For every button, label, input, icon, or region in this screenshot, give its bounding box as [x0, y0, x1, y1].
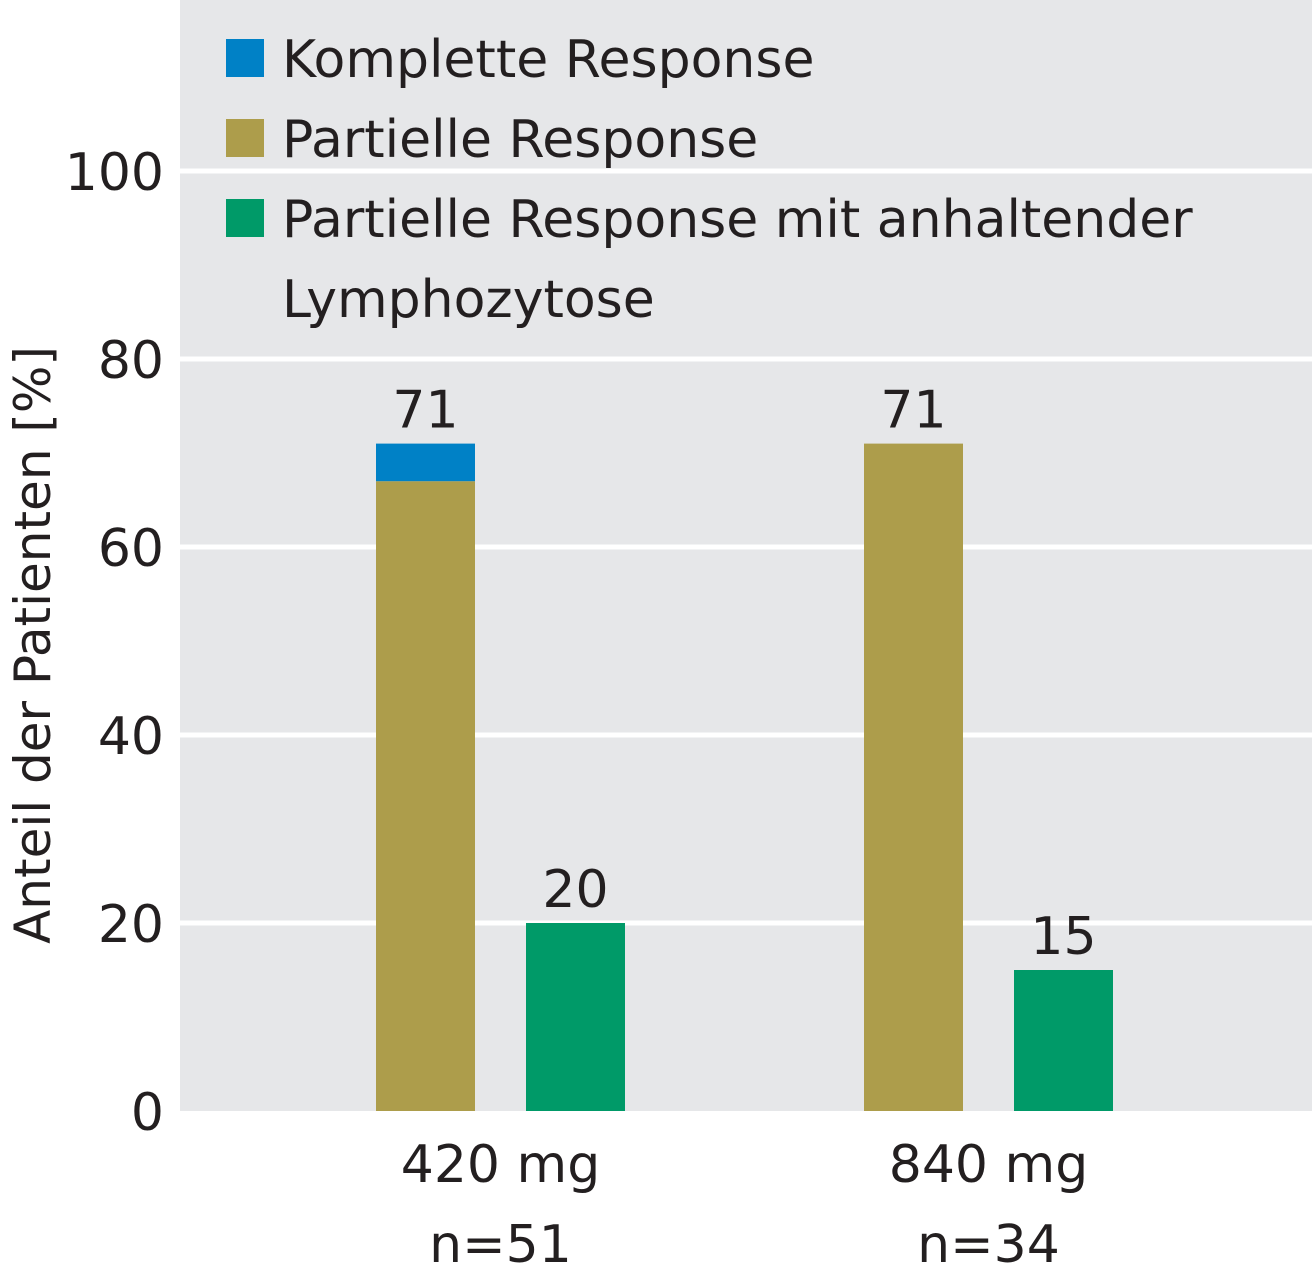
y-tick-label-80: 80: [98, 331, 164, 391]
bars: [376, 443, 1113, 1112]
bar-lymphozytose-1: [1014, 970, 1113, 1111]
y-tick-label-60: 60: [98, 519, 164, 579]
legend-item: Partielle Response: [226, 110, 758, 170]
legend-item: Komplette Response: [226, 30, 814, 90]
x-category-label: 840 mg: [889, 1135, 1088, 1195]
x-category-label: 420 mg: [401, 1135, 600, 1195]
legend-swatch: [226, 199, 264, 237]
x-category-sublabel: n=51: [429, 1215, 572, 1267]
x-category-sublabel: n=34: [917, 1215, 1060, 1267]
bar-value-label: 15: [1030, 907, 1096, 967]
bar-value-label: 71: [880, 381, 946, 441]
legend-label: Partielle Response: [282, 110, 758, 170]
legend-swatch: [226, 39, 264, 77]
legend-label: Komplette Response: [282, 30, 814, 90]
y-tick-label-20: 20: [98, 895, 164, 955]
x-axis-categories: 420 mg n=51 840 mg n=34: [401, 1135, 1088, 1267]
bar-value-label: 20: [542, 860, 608, 920]
plot-background: [180, 0, 1312, 1111]
bar-partielle-response-0: [376, 481, 475, 1111]
y-tick-label-40: 40: [98, 707, 164, 767]
bar-lymphozytose-0: [526, 923, 625, 1111]
legend-label: Partielle Response mit anhaltender: [282, 190, 1193, 250]
legend-swatch: [226, 119, 264, 157]
y-tick-label-0: 0: [131, 1083, 164, 1143]
legend-label: Lymphozytose: [282, 270, 655, 330]
legend: Komplette Response Partielle Response Part…: [226, 30, 1193, 330]
gridlines: [180, 168, 1312, 926]
bar-value-label: 71: [392, 381, 458, 441]
bar-partielle-response-1: [864, 443, 963, 1112]
y-axis-ticks: 0 20 40 60 80 100: [65, 143, 164, 1143]
y-tick-label-100: 100: [65, 143, 164, 203]
y-axis-label: Anteil der Patienten [%]: [4, 346, 62, 944]
bar-komplette-response-0: [376, 443, 475, 482]
legend-item: Partielle Response mit anhaltender Lympho…: [226, 190, 1193, 330]
bar-value-labels: 71 20 71 15: [392, 381, 1096, 967]
